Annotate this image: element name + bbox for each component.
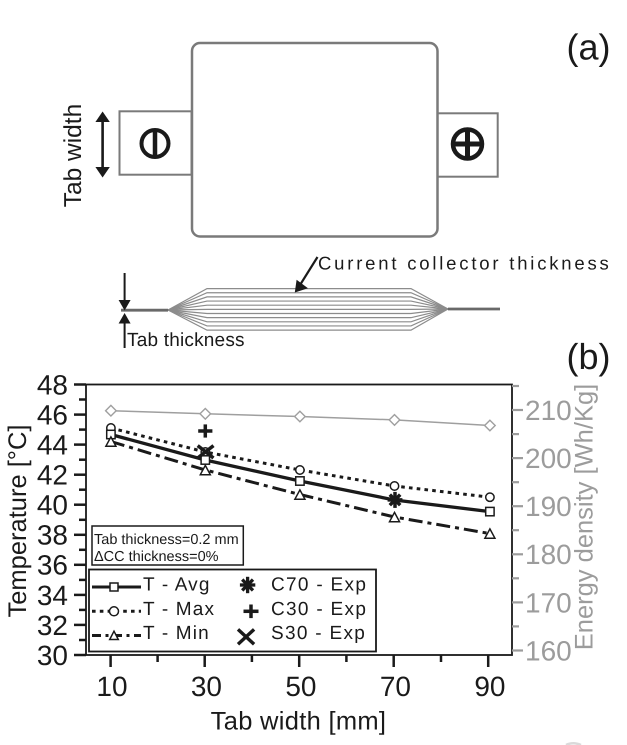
svg-text:30: 30 [37, 640, 68, 671]
svg-text:C70 - Exp: C70 - Exp [271, 575, 367, 596]
svg-text:40: 40 [37, 490, 68, 521]
svg-text:46: 46 [37, 400, 68, 431]
svg-text:48: 48 [37, 369, 68, 400]
svg-text:70: 70 [380, 671, 411, 702]
svg-text:42: 42 [37, 460, 68, 491]
svg-text:180: 180 [525, 539, 572, 570]
svg-text:Temperature [°C]: Temperature [°C] [4, 424, 32, 617]
svg-text:30: 30 [191, 671, 222, 702]
svg-text:32: 32 [37, 610, 68, 641]
svg-text:38: 38 [37, 520, 68, 551]
svg-text:210: 210 [525, 395, 572, 426]
svg-text:190: 190 [525, 491, 572, 522]
svg-text:C30 - Exp: C30 - Exp [271, 599, 367, 620]
svg-text:44: 44 [37, 430, 68, 461]
svg-text:S30 - Exp: S30 - Exp [271, 623, 366, 644]
svg-text:ΔCC thickness=0%: ΔCC thickness=0% [94, 549, 219, 565]
svg-text:170: 170 [525, 587, 572, 618]
svg-text:36: 36 [37, 550, 68, 581]
svg-text:90: 90 [474, 671, 505, 702]
svg-text:Current collector thickness: Current collector thickness [318, 253, 612, 274]
svg-text:Tab thickness: Tab thickness [127, 330, 245, 351]
svg-text:Tab thickness=0.2 mm: Tab thickness=0.2 mm [94, 532, 239, 548]
svg-text:10: 10 [96, 671, 127, 702]
svg-text:(a): (a) [567, 27, 611, 68]
svg-text:34: 34 [37, 580, 68, 611]
svg-text:T - Max: T - Max [143, 599, 215, 620]
svg-text:200: 200 [525, 443, 572, 474]
svg-text:50: 50 [285, 671, 316, 702]
svg-text:Tab width [mm]: Tab width [mm] [211, 708, 387, 736]
svg-text:T - Avg: T - Avg [143, 575, 211, 596]
svg-text:T - Min: T - Min [143, 623, 210, 644]
svg-text:(b): (b) [567, 336, 611, 377]
svg-text:Energy density [Wh/Kg]: Energy density [Wh/Kg] [571, 384, 599, 650]
svg-text:Tab width: Tab width [60, 104, 87, 208]
svg-text:160: 160 [525, 635, 572, 666]
